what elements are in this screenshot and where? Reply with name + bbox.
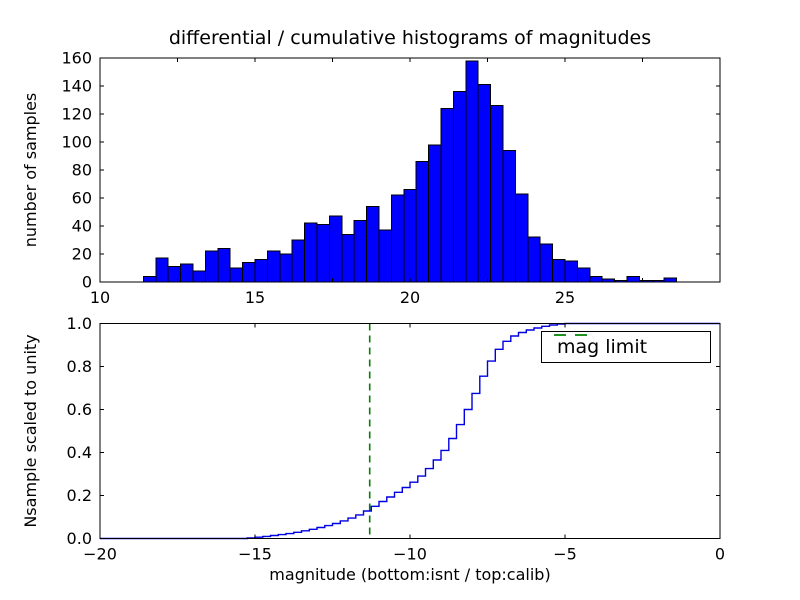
top-x-tick-label: 10 [90,288,110,307]
histogram-bar [341,233,355,283]
legend-dashed-line-icon [554,334,594,336]
histogram-bar [142,275,157,283]
histogram-bar [539,243,554,283]
bottom-x-tick-label: −20 [83,545,117,564]
histogram-bar [167,266,182,283]
histogram-bar [279,253,293,283]
top-y-tick-label: 20 [72,245,92,264]
histogram-bar [254,259,268,283]
bottom-y-tick-label: 0.6 [67,400,92,419]
bottom-x-axis-label: magnitude (bottom:isnt / top:calib) [269,565,551,584]
histogram-bar [192,270,206,283]
bottom-x-tick-label: −10 [393,545,427,564]
histogram-bar [353,219,368,283]
bottom-x-tick-label: 0 [715,545,725,564]
bottom-y-tick-label: 1.0 [67,314,92,333]
top-y-tick-label: 60 [72,189,92,208]
figure-title: differential / cumulative histograms of … [168,27,652,49]
top-y-tick-label: 140 [61,77,92,96]
histogram-bar [564,260,578,283]
bottom-y-tick-label: 0.8 [67,357,92,376]
histogram-bar [217,247,231,283]
top-x-tick-label: 20 [400,288,420,307]
histogram-bar [514,193,529,283]
histogram-bar [626,275,640,283]
histogram-bar [390,194,405,283]
histogram-bar [465,60,479,283]
histogram-bar [328,215,343,283]
histogram-bar [266,250,281,283]
top-y-tick-label: 120 [61,105,92,124]
bottom-y-tick-label: 0.0 [67,529,92,548]
histogram-bar [180,263,194,283]
legend: mag limit [541,331,711,363]
top-y-tick-label: 100 [61,133,92,152]
cumulative-curve [100,322,720,540]
histogram-bar [663,277,678,283]
histogram-bar [589,275,603,283]
top-x-tick-label: 25 [555,288,575,307]
histogram-bar [304,222,318,283]
top-y-tick-label: 80 [72,161,92,180]
histogram-bar [552,259,566,283]
top-y-tick-label: 160 [61,49,92,68]
bottom-x-tick-label: −5 [553,545,577,564]
histogram-bar [155,257,169,283]
histogram-bar [477,84,492,283]
legend-label: mag limit [557,336,648,358]
histogram-bar [428,144,442,283]
histogram-bar [204,250,219,283]
bottom-y-axis-label: Nsample scaled to unity [21,334,40,528]
histogram-bar [452,91,467,283]
histogram-bar [316,224,330,283]
histogram-bar [576,267,591,283]
histogram-bar [490,105,504,283]
histogram-bar [440,107,454,283]
bottom-y-tick-label: 0.2 [67,486,92,505]
top-y-tick-label: 40 [72,217,92,236]
histogram-bar [403,189,417,283]
bottom-y-tick-label: 0.4 [67,443,92,462]
histogram-bar [527,236,541,283]
top-y-tick-label: 0 [82,273,92,292]
histogram-bar [291,239,306,283]
histogram-bar [242,261,256,283]
histogram-bar [378,229,392,283]
histogram-bar [229,267,244,283]
histogram-bar [366,205,380,283]
bottom-x-tick-label: −15 [238,545,272,564]
histogram-bar [415,161,430,283]
histogram-bar [502,149,516,283]
top-x-tick-label: 15 [245,288,265,307]
